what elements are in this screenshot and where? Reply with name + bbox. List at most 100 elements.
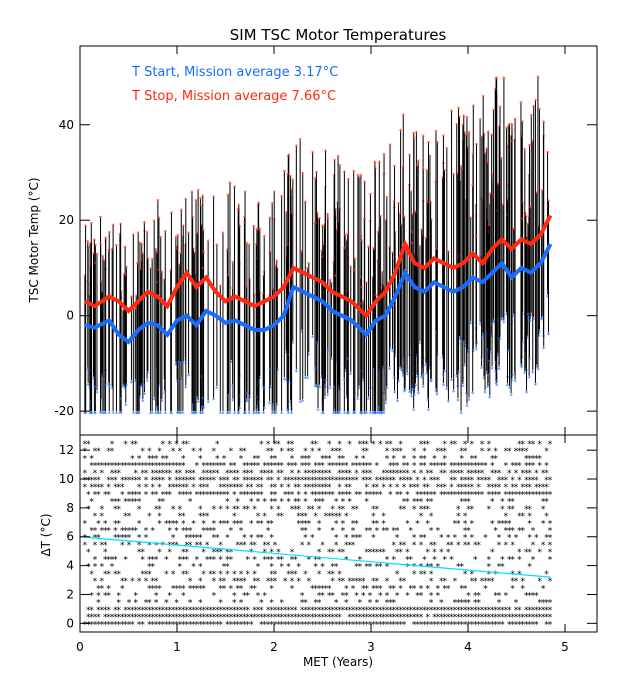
start-marker: *: [104, 383, 108, 391]
delta-t-point: *: [412, 541, 417, 551]
delta-t-point: *: [317, 447, 322, 457]
start-marker: *: [508, 385, 512, 393]
start-marker: *: [286, 408, 290, 416]
delta-t-point: *: [181, 591, 186, 601]
start-marker: *: [322, 410, 326, 418]
delta-t-point: *: [130, 498, 135, 508]
delta-t-point: *: [347, 483, 352, 493]
delta-t-point: *: [242, 476, 247, 486]
delta-t-point: *: [174, 606, 179, 616]
stop-marker: *: [524, 213, 528, 221]
delta-t-point: *: [425, 620, 430, 630]
delta-t-point: *: [246, 555, 251, 565]
start-marker: *: [393, 353, 397, 361]
delta-t-point: *: [544, 490, 549, 500]
stop-marker: *: [369, 191, 373, 199]
delta-t-point: *: [242, 613, 247, 623]
delta-t-point: *: [256, 512, 261, 522]
start-marker: *: [480, 354, 484, 362]
delta-t-point: *: [412, 462, 417, 472]
delta-t-point: *: [198, 606, 203, 616]
delta-t-point: *: [137, 483, 142, 493]
delta-t-point: *: [337, 512, 342, 522]
stop-marker: *: [424, 235, 428, 243]
delta-t-point: *: [167, 606, 172, 616]
start-marker: *: [275, 402, 279, 410]
delta-t-point: *: [117, 606, 122, 616]
delta-t-point: *: [504, 541, 509, 551]
top-y-axis-label: TSC Motor Temp (°C): [27, 177, 41, 303]
start-marker: *: [323, 385, 327, 393]
start-marker: *: [233, 410, 237, 418]
delta-t-point: *: [466, 469, 471, 479]
delta-t-point: *: [188, 620, 193, 630]
delta-t-point: *: [296, 519, 301, 529]
delta-t-point: *: [361, 469, 366, 479]
delta-t-point: *: [303, 599, 308, 609]
delta-t-point: *: [130, 577, 135, 587]
delta-t-point: *: [235, 476, 240, 486]
delta-t-point: *: [442, 577, 447, 587]
delta-t-point: *: [459, 599, 464, 609]
delta-t-point: *: [456, 599, 461, 609]
delta-t-point: *: [324, 512, 329, 522]
delta-t-point: *: [378, 613, 383, 623]
start-marker: *: [306, 375, 310, 383]
delta-t-point: *: [286, 498, 291, 508]
delta-t-point: *: [181, 584, 186, 594]
delta-t-point: *: [395, 548, 400, 558]
delta-t-point: *: [293, 606, 298, 616]
delta-t-point: *: [409, 613, 414, 623]
delta-t-point: *: [415, 591, 420, 601]
delta-t-point: *: [89, 591, 94, 601]
delta-t-point: *: [436, 620, 441, 630]
delta-t-point: *: [497, 490, 502, 500]
delta-t-point: *: [480, 462, 485, 472]
delta-t-point: *: [381, 519, 386, 529]
stop-marker: *: [532, 103, 536, 111]
delta-t-point: *: [320, 541, 325, 551]
start-marker: *: [300, 328, 304, 336]
delta-t-point: *: [375, 490, 380, 500]
delta-t-point: *: [412, 563, 417, 573]
start-marker: *: [221, 410, 225, 418]
stop-marker: *: [315, 210, 319, 218]
delta-t-point: *: [429, 498, 434, 508]
delta-t-point: *: [150, 577, 155, 587]
stop-marker: *: [397, 201, 401, 209]
delta-t-point: *: [276, 469, 281, 479]
delta-t-point: *: [378, 476, 383, 486]
delta-t-point: *: [293, 555, 298, 565]
delta-t-point: *: [154, 591, 159, 601]
delta-t-point: *: [100, 577, 105, 587]
delta-t-point: *: [181, 476, 186, 486]
delta-t-point: *: [483, 577, 488, 587]
stop-marker: *: [336, 154, 340, 162]
stop-marker: *: [237, 207, 241, 215]
delta-t-point: *: [510, 570, 515, 580]
delta-t-point: *: [259, 469, 264, 479]
stop-marker: *: [367, 244, 371, 252]
stop-marker: *: [136, 261, 140, 269]
delta-t-point: *: [419, 490, 424, 500]
delta-t-point: *: [106, 462, 111, 472]
delta-t-point: *: [385, 606, 390, 616]
delta-t-point: *: [86, 613, 91, 623]
delta-t-point: *: [273, 440, 278, 450]
stop-marker: *: [521, 119, 525, 127]
start-marker: *: [202, 404, 206, 412]
stop-marker: *: [226, 247, 230, 255]
delta-t-point: *: [497, 519, 502, 529]
delta-t-point: *: [307, 505, 312, 515]
start-marker: *: [420, 375, 424, 383]
delta-t-point: *: [381, 548, 386, 558]
delta-t-point: *: [86, 440, 91, 450]
stop-marker: *: [471, 182, 475, 190]
delta-t-point: *: [215, 469, 220, 479]
delta-t-point: *: [354, 476, 359, 486]
delta-t-point: *: [544, 483, 549, 493]
delta-t-point: *: [337, 490, 342, 500]
delta-t-point: *: [256, 613, 261, 623]
delta-t-point: *: [215, 462, 220, 472]
delta-t-point: *: [310, 440, 315, 450]
